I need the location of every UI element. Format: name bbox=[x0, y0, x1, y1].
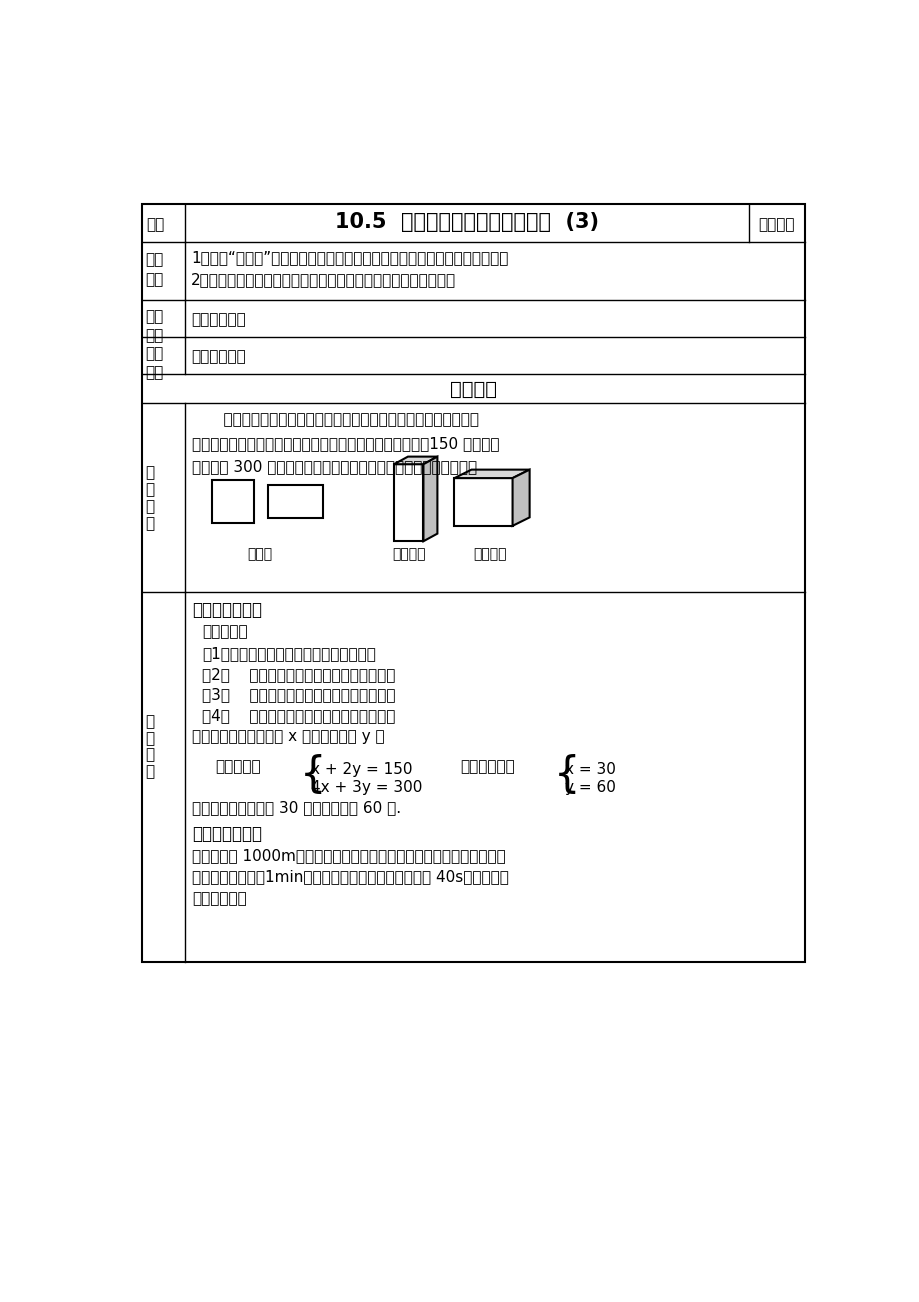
Polygon shape bbox=[454, 470, 529, 478]
Text: x + 2y = 150: x + 2y = 150 bbox=[311, 762, 412, 777]
Text: 硬纸片: 硬纸片 bbox=[247, 547, 273, 561]
Polygon shape bbox=[393, 457, 437, 465]
Text: 问题：用正方形和长方形的两种硬纸片制作甲、乙两种无盖的长: 问题：用正方形和长方形的两种硬纸片制作甲、乙两种无盖的长 bbox=[204, 413, 479, 427]
Text: 二、例题分析：: 二、例题分析： bbox=[192, 824, 262, 842]
Text: 学习: 学习 bbox=[145, 251, 164, 267]
Text: （3）    每个甲种纸盒要长方形硬纸片几张？: （3） 每个甲种纸盒要长方形硬纸片几张？ bbox=[201, 687, 395, 703]
FancyBboxPatch shape bbox=[211, 480, 255, 523]
Text: （1）每个甲种纸盒要正方形硬纸片几张？: （1）每个甲种纸盒要正方形硬纸片几张？ bbox=[201, 646, 375, 661]
Text: y = 60: y = 60 bbox=[564, 780, 616, 796]
Text: {: { bbox=[553, 754, 580, 797]
Text: 到完全过桥共用了1min，整列火车完全在桥上的时间共 40s。求火车的: 到完全过桥共用了1min，整列火车完全在桥上的时间共 40s。求火车的 bbox=[192, 870, 509, 884]
Text: 乙种纸盒: 乙种纸盒 bbox=[472, 547, 506, 561]
Text: 1、借助“线段图”分析复杂问题中的数量关系，从而建立方程解决实际问题。: 1、借助“线段图”分析复杂问题中的数量关系，从而建立方程解决实际问题。 bbox=[191, 250, 508, 266]
Text: 由题意得，: 由题意得， bbox=[216, 759, 261, 775]
Text: 解这个方程得: 解这个方程得 bbox=[460, 759, 514, 775]
Text: 硬纸片和 300 张长方形硬纸片可以制作甲、乙两种纸盒各多少个？: 硬纸片和 300 张长方形硬纸片可以制作甲、乙两种纸盒各多少个？ bbox=[192, 458, 477, 474]
Text: （4）    每个乙种纸盒要正方形硬纸片几张？: （4） 每个乙种纸盒要正方形硬纸片几张？ bbox=[201, 708, 395, 724]
Polygon shape bbox=[512, 470, 529, 526]
Text: {: { bbox=[299, 754, 325, 797]
Text: 10.5  用二元一次方程组解决问题  (3): 10.5 用二元一次方程组解决问题 (3) bbox=[335, 212, 598, 232]
FancyBboxPatch shape bbox=[393, 465, 423, 542]
Text: 重点: 重点 bbox=[145, 328, 164, 342]
Text: 提出问题：: 提出问题： bbox=[201, 625, 247, 639]
Text: 学习: 学习 bbox=[145, 310, 164, 324]
Text: 某铁路桥长 1000m，现有一列火车从桥上通过，测得该火车从开始上桥: 某铁路桥长 1000m，现有一列火车从桥上通过，测得该火车从开始上桥 bbox=[192, 848, 505, 863]
Text: 究: 究 bbox=[145, 764, 154, 780]
Polygon shape bbox=[423, 457, 437, 542]
Text: 一、新知探究：: 一、新知探究： bbox=[192, 602, 262, 620]
Text: 找出等量关系: 找出等量关系 bbox=[191, 312, 245, 328]
Text: 甲种纸盒: 甲种纸盒 bbox=[391, 547, 425, 561]
Text: 探: 探 bbox=[145, 747, 154, 763]
FancyBboxPatch shape bbox=[454, 478, 512, 526]
Text: 习: 习 bbox=[145, 482, 154, 497]
Text: x = 30: x = 30 bbox=[564, 762, 616, 777]
Text: 作: 作 bbox=[145, 730, 154, 746]
Text: 航: 航 bbox=[145, 516, 154, 531]
Text: 预: 预 bbox=[145, 465, 154, 480]
Text: 学习: 学习 bbox=[145, 346, 164, 362]
Text: 速度和长度。: 速度和长度。 bbox=[192, 891, 247, 906]
Text: 2、提高学生分析能力，解决问题能力，使学生感受方程的作用。: 2、提高学生分析能力，解决问题能力，使学生感受方程的作用。 bbox=[191, 272, 456, 286]
Text: 答：可制作甲种纸盒 30 个，乙种纸盒 60 个.: 答：可制作甲种纸盒 30 个，乙种纸盒 60 个. bbox=[192, 799, 402, 815]
Text: （2）    每个乙种纸盒要正方形硬纸片几张？: （2） 每个乙种纸盒要正方形硬纸片几张？ bbox=[201, 667, 395, 682]
Text: 目标: 目标 bbox=[145, 272, 164, 286]
Text: 解：设可制作甲种纸盒 x 个，乙种纸盒 y 个: 解：设可制作甲种纸盒 x 个，乙种纸盒 y 个 bbox=[192, 729, 385, 745]
Text: 课题: 课题 bbox=[146, 217, 165, 232]
Text: 合: 合 bbox=[145, 713, 154, 729]
Text: 找出等量关系: 找出等量关系 bbox=[191, 349, 245, 365]
Text: 难点: 难点 bbox=[145, 365, 164, 380]
Text: 4x + 3y = 300: 4x + 3y = 300 bbox=[311, 780, 422, 796]
Text: 方体纸盒（如图）。如果长方形的宽与正方形的边长相等，150 张正方形: 方体纸盒（如图）。如果长方形的宽与正方形的边长相等，150 张正方形 bbox=[192, 436, 499, 450]
Text: 自主空间: 自主空间 bbox=[758, 217, 794, 232]
Text: 教学流程: 教学流程 bbox=[449, 380, 496, 398]
FancyBboxPatch shape bbox=[142, 204, 804, 962]
FancyBboxPatch shape bbox=[268, 486, 323, 518]
Text: 导: 导 bbox=[145, 499, 154, 514]
